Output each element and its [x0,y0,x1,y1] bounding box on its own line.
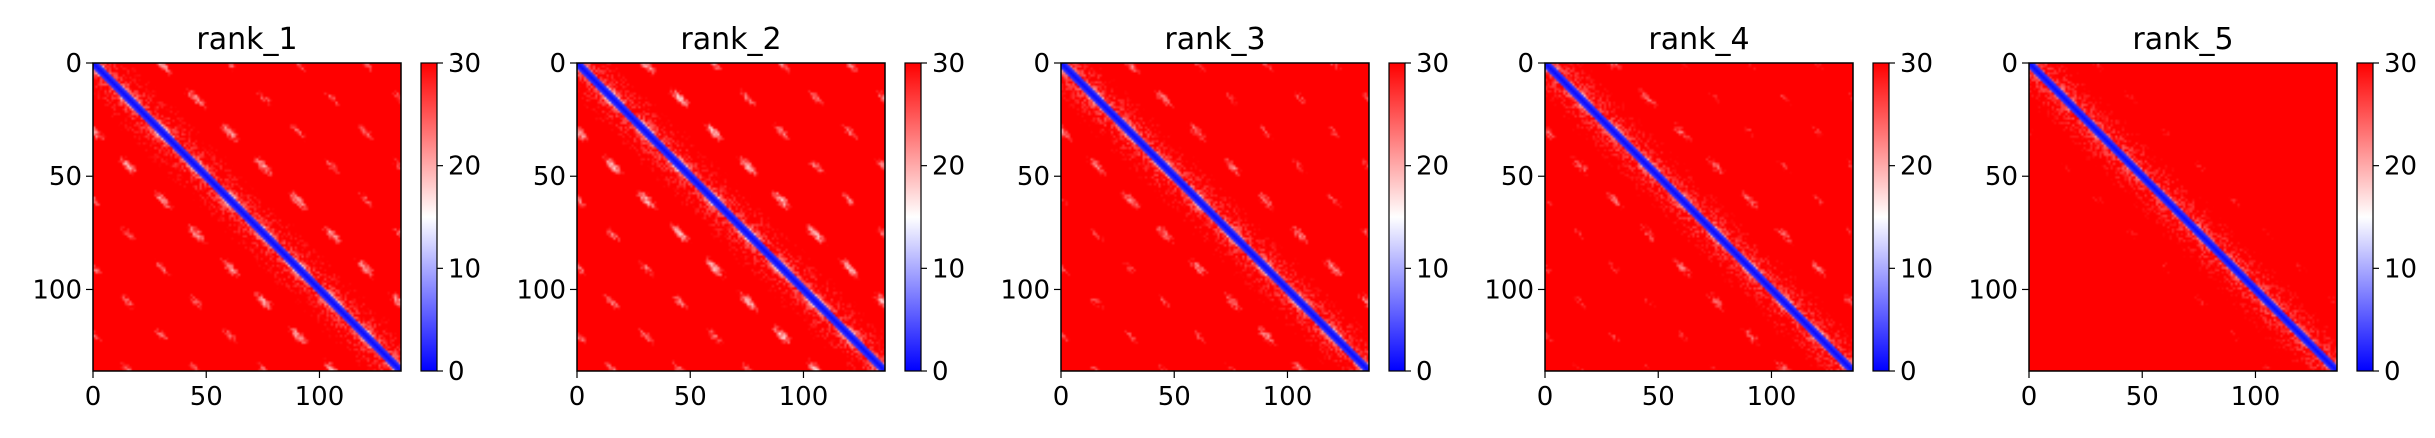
x-tick-label: 100 [2231,382,2281,412]
heatmap-frame [576,62,886,372]
x-tick-label: 0 [569,382,586,412]
heatmap-cells [1061,63,1369,371]
y-tick-label: 0 [65,49,82,79]
x-tick-label: 50 [1158,382,1191,412]
colorbar-tick-label: 0 [932,357,949,387]
colorbar-tick-label: 20 [932,152,965,182]
heatmap-panel-1: rank_1 0 50 100 0 50 100 0 10 20 30 [32,22,481,412]
colorbar-tick-label: 20 [2384,152,2417,182]
chart-title: rank_4 [1648,22,1749,57]
colorbar-tick-label: 20 [1416,152,1449,182]
chart-title: rank_2 [680,22,781,57]
heatmap-frame [1544,62,1854,372]
y-tick-label: 50 [533,162,566,192]
heatmap-cells [2029,63,2337,371]
colorbar-tick-label: 10 [448,254,481,284]
y-tick-label: 50 [1985,162,2018,192]
heatmap-panel-4: rank_4 0 50 100 0 50 100 0 10 20 30 [1484,22,1933,412]
colorbar-tick-label: 0 [1416,357,1433,387]
colorbar [2356,62,2374,372]
heatmap-cells [93,63,401,371]
colorbar-tick-label: 20 [448,152,481,182]
chart-title: rank_1 [196,22,297,57]
y-tick-label: 50 [49,162,82,192]
y-tick-label: 100 [1484,275,1534,305]
colorbar-tick-label: 30 [1416,49,1449,79]
x-tick-label: 0 [85,382,102,412]
y-tick-label: 50 [1017,162,1050,192]
y-tick-label: 0 [1033,49,1050,79]
y-tick-label: 50 [1501,162,1534,192]
x-tick-label: 50 [674,382,707,412]
y-tick-label: 100 [1000,275,1050,305]
x-tick-label: 100 [295,382,345,412]
colorbar [1872,62,1890,372]
colorbar [904,62,922,372]
heatmap-panel-2: rank_2 0 50 100 0 50 100 0 10 20 30 [516,22,965,412]
y-tick-label: 100 [516,275,566,305]
y-tick-label: 100 [1968,275,2018,305]
chart-title: rank_5 [2132,22,2233,57]
y-tick-label: 0 [549,49,566,79]
colorbar-tick-label: 30 [448,49,481,79]
heatmap-frame [2028,62,2338,372]
x-tick-label: 0 [1053,382,1070,412]
colorbar-tick-label: 20 [1900,152,1933,182]
chart-title: rank_3 [1164,22,1265,57]
x-tick-label: 0 [2021,382,2038,412]
y-tick-label: 0 [2001,49,2018,79]
heatmap-frame [1060,62,1370,372]
colorbar [1388,62,1406,372]
colorbar [420,62,438,372]
colorbar-tick-label: 0 [2384,357,2401,387]
x-tick-label: 100 [1263,382,1313,412]
y-tick-label: 100 [32,275,82,305]
x-tick-label: 50 [190,382,223,412]
colorbar-tick-label: 0 [1900,357,1917,387]
y-tick-label: 0 [1517,49,1534,79]
heatmap-cells [577,63,885,371]
x-tick-label: 100 [779,382,829,412]
colorbar-tick-label: 10 [1416,254,1449,284]
colorbar-tick-label: 10 [2384,254,2417,284]
heatmap-panel-3: rank_3 0 50 100 0 50 100 0 10 20 30 [1000,22,1449,412]
x-tick-label: 50 [2126,382,2159,412]
heatmap-frame [92,62,402,372]
colorbar-tick-label: 0 [448,357,465,387]
colorbar-tick-label: 30 [1900,49,1933,79]
x-tick-label: 0 [1537,382,1554,412]
colorbar-tick-label: 30 [2384,49,2417,79]
colorbar-tick-label: 30 [932,49,965,79]
heatmap-panel-5: rank_5 0 50 100 0 50 100 0 10 20 30 [1968,22,2417,412]
x-tick-label: 100 [1747,382,1797,412]
colorbar-tick-label: 10 [1900,254,1933,284]
colorbar-tick-label: 10 [932,254,965,284]
x-tick-label: 50 [1642,382,1675,412]
heatmap-cells [1545,63,1853,371]
